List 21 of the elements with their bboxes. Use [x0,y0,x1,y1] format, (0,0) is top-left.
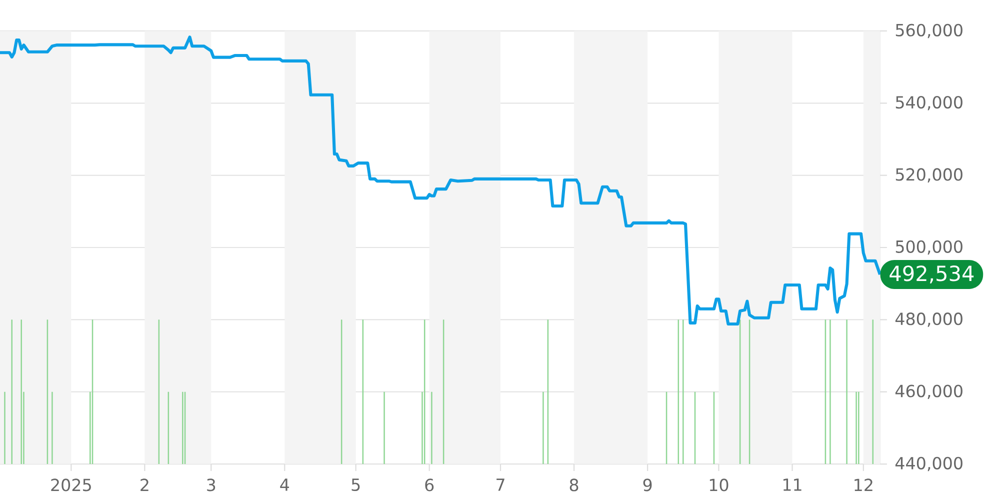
y-tick-label: 460,000 [895,384,962,400]
x-tick-label: 2 [140,478,148,492]
x-tick-label: 4 [280,478,290,491]
x-tick-label: 5 [352,478,360,492]
y-tick-label: 560,000 [896,24,962,38]
y-tick-label: 440,000 [895,456,962,472]
x-tick-label: 10 [710,478,728,492]
y-tick-label: 480,000 [895,312,962,327]
x-tick-label: 12 [854,478,872,492]
y-tick-label: 540,000 [896,96,962,110]
annotation: 492,534 [890,266,974,284]
x-tick-label: 8 [570,478,578,492]
y-tick-label: 500,000 [896,240,962,255]
x-tick-label: 9 [643,478,652,492]
x-tick-label: 3 [207,478,216,492]
x-tick-label: 2025 [51,478,91,492]
x-tick-label: 11 [783,478,802,491]
x-tick-label: 7 [496,478,504,491]
y-tick-label: 520,000 [896,168,962,182]
x-tick-label: 6 [425,478,434,492]
line-series [0,36,882,326]
